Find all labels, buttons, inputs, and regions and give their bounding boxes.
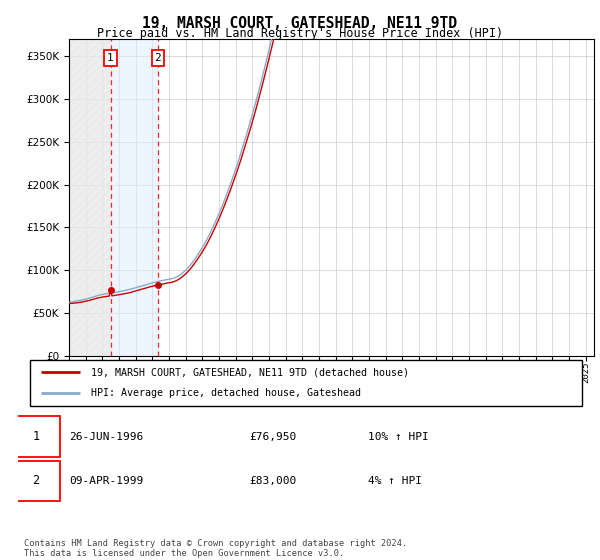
FancyBboxPatch shape bbox=[13, 416, 61, 457]
Bar bbox=[110, 39, 158, 356]
Text: Contains HM Land Registry data © Crown copyright and database right 2024.
This d: Contains HM Land Registry data © Crown c… bbox=[24, 539, 407, 558]
Text: 26-JUN-1996: 26-JUN-1996 bbox=[69, 432, 143, 441]
Text: Price paid vs. HM Land Registry's House Price Index (HPI): Price paid vs. HM Land Registry's House … bbox=[97, 27, 503, 40]
Text: HPI: Average price, detached house, Gateshead: HPI: Average price, detached house, Gate… bbox=[91, 389, 361, 399]
Text: £76,950: £76,950 bbox=[249, 432, 296, 441]
Text: 19, MARSH COURT, GATESHEAD, NE11 9TD: 19, MARSH COURT, GATESHEAD, NE11 9TD bbox=[143, 16, 458, 31]
FancyBboxPatch shape bbox=[30, 360, 582, 406]
Text: 4% ↑ HPI: 4% ↑ HPI bbox=[368, 476, 422, 486]
FancyBboxPatch shape bbox=[13, 460, 61, 501]
Text: 09-APR-1999: 09-APR-1999 bbox=[69, 476, 143, 486]
Bar bbox=[69, 39, 110, 356]
Text: 1: 1 bbox=[32, 430, 40, 443]
Text: 2: 2 bbox=[154, 53, 161, 63]
Text: 19, MARSH COURT, GATESHEAD, NE11 9TD (detached house): 19, MARSH COURT, GATESHEAD, NE11 9TD (de… bbox=[91, 367, 409, 377]
Text: 1: 1 bbox=[107, 53, 114, 63]
Text: 10% ↑ HPI: 10% ↑ HPI bbox=[368, 432, 428, 441]
Text: £83,000: £83,000 bbox=[249, 476, 296, 486]
Text: 2: 2 bbox=[32, 474, 40, 487]
